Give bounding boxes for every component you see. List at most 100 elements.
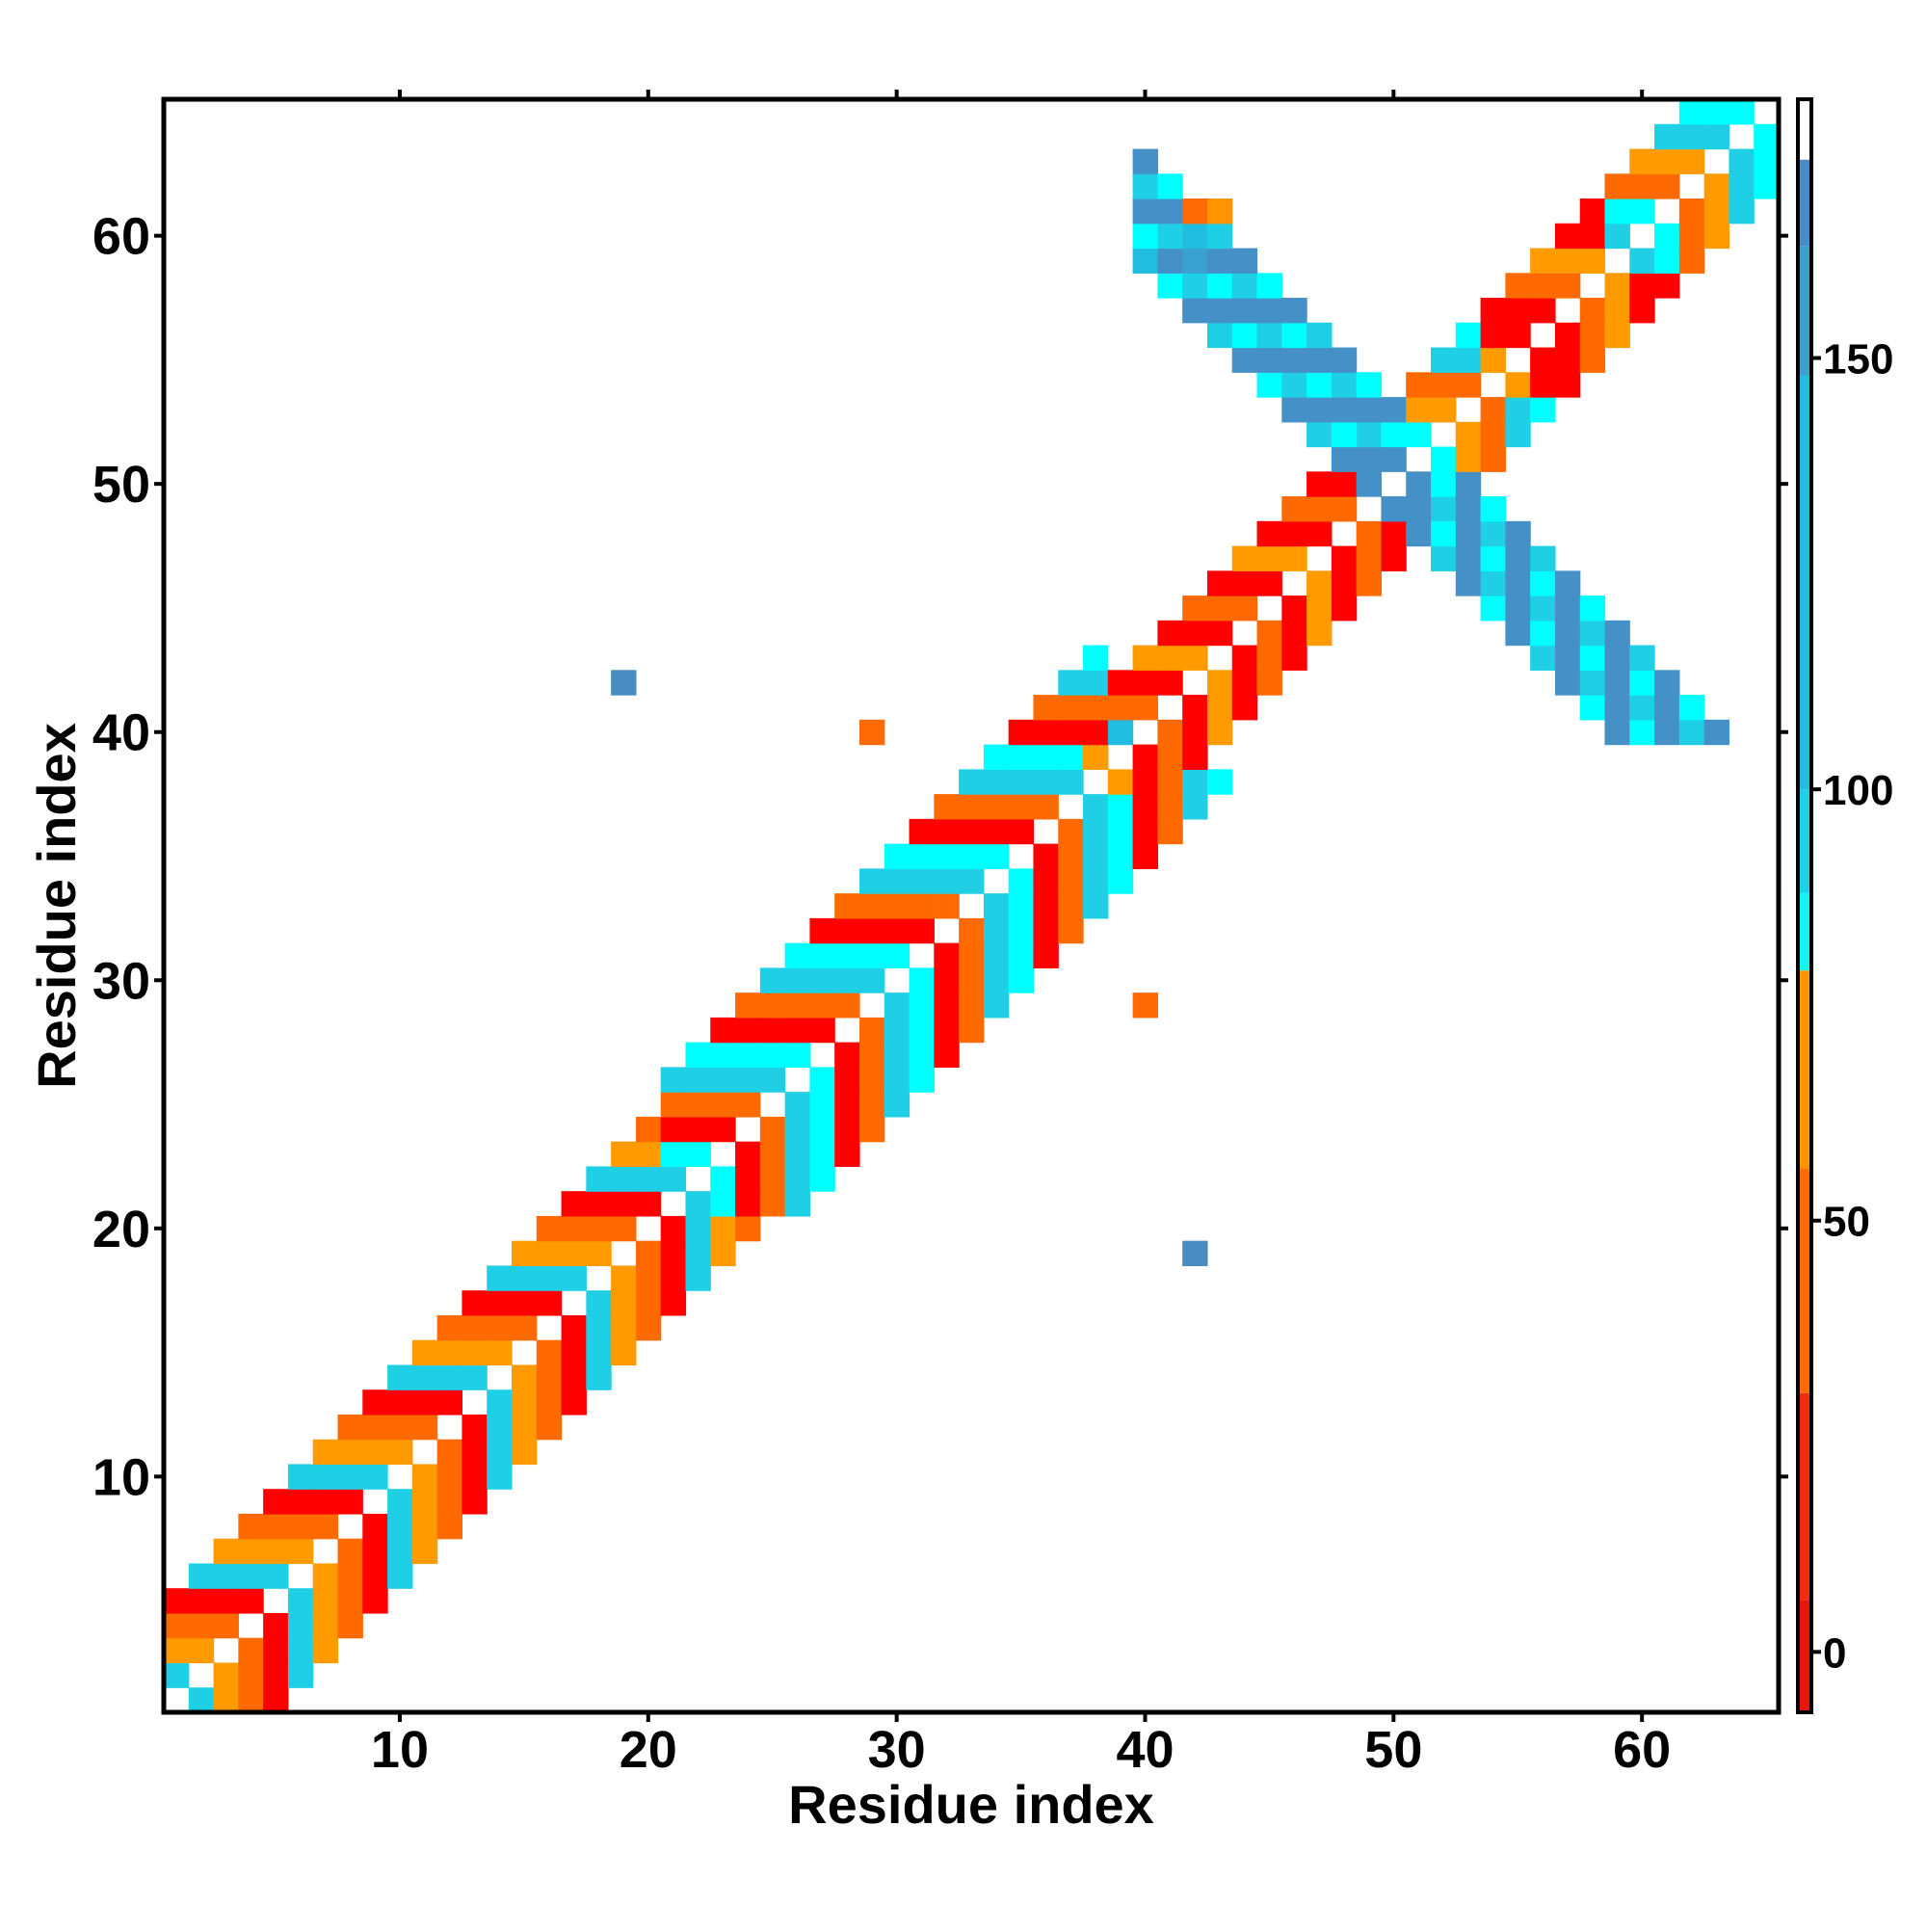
heatmap-cell	[487, 1389, 513, 1416]
heatmap-cell	[635, 1141, 662, 1168]
heatmap-cell	[983, 893, 1010, 919]
heatmap-cell	[759, 1042, 786, 1068]
heatmap-cell	[1703, 173, 1730, 199]
heatmap-cell	[1554, 273, 1581, 299]
heatmap-cell	[1157, 719, 1183, 746]
heatmap-cell	[1157, 794, 1183, 820]
heatmap-cell	[884, 868, 911, 894]
heatmap-cell	[1331, 372, 1358, 398]
heatmap-cell	[1678, 148, 1705, 174]
heatmap-cell	[1132, 794, 1158, 820]
heatmap-cell	[1182, 620, 1208, 647]
heatmap-cell	[685, 1215, 711, 1242]
heatmap-cell	[1455, 347, 1482, 373]
heatmap-cell	[586, 1314, 612, 1341]
heatmap-cell	[1356, 545, 1383, 571]
heatmap-cell	[858, 868, 885, 894]
heatmap-cell	[1678, 719, 1705, 746]
heatmap-cell	[1455, 496, 1482, 522]
heatmap-cell	[1505, 595, 1531, 622]
heatmap-cell	[238, 1662, 264, 1688]
colorbar-band	[1798, 375, 1811, 790]
heatmap-cell	[1231, 695, 1258, 721]
heatmap-cell	[710, 1092, 736, 1118]
x-tick-label: 10	[371, 1721, 429, 1779]
heatmap-cell	[1206, 298, 1233, 324]
heatmap-cell	[1431, 520, 1457, 547]
heatmap-cell	[536, 1215, 563, 1242]
heatmap-cell	[1231, 248, 1258, 274]
heatmap-cell	[462, 1439, 488, 1466]
heatmap-cell	[1281, 298, 1307, 324]
heatmap-cell	[362, 1513, 388, 1540]
heatmap-cell	[735, 1067, 761, 1093]
heatmap-cell	[1107, 818, 1134, 845]
heatmap-cell	[884, 843, 911, 869]
heatmap-cell	[1381, 545, 1407, 571]
heatmap-cell	[1678, 248, 1705, 274]
heatmap-cell	[1579, 695, 1606, 721]
heatmap-cell	[1431, 446, 1457, 472]
heatmap-cell	[1331, 446, 1358, 472]
heatmap-cell	[1182, 223, 1208, 250]
heatmap-cell	[1281, 347, 1307, 373]
heatmap-cell	[1083, 818, 1109, 845]
heatmap-cell	[312, 1588, 339, 1614]
heatmap-cell	[561, 1339, 587, 1366]
heatmap-cell	[635, 1166, 662, 1192]
heatmap-cell	[1579, 198, 1606, 225]
heatmap-cell	[858, 893, 885, 919]
heatmap-cell	[1431, 372, 1457, 398]
heatmap-cell	[934, 794, 960, 820]
heatmap-cell	[735, 1191, 761, 1217]
heatmap-cell	[759, 1067, 786, 1093]
heatmap-cell	[312, 1489, 339, 1515]
heatmap-cell	[411, 1538, 438, 1565]
heatmap-cell	[1008, 967, 1035, 993]
heatmap-cell	[536, 1265, 563, 1291]
heatmap-cell	[1033, 843, 1059, 869]
heatmap-cell	[164, 1588, 190, 1614]
heatmap-cell	[1281, 372, 1307, 398]
heatmap-cell	[685, 1265, 711, 1291]
heatmap-cell	[188, 1563, 215, 1589]
heatmap-cell	[1231, 347, 1258, 373]
heatmap-cell	[959, 917, 985, 944]
heatmap-cell	[1554, 223, 1581, 250]
heatmap-cell	[1008, 893, 1035, 919]
heatmap-cell	[287, 1637, 314, 1664]
heatmap-cell	[1406, 471, 1432, 497]
heatmap-cell	[1231, 570, 1258, 596]
heatmap-cell	[1256, 273, 1282, 299]
heatmap-cell	[362, 1414, 388, 1441]
heatmap-cell	[387, 1489, 413, 1515]
heatmap-cell	[1033, 893, 1059, 919]
heatmap-cell	[1678, 198, 1705, 225]
heatmap-cell	[1703, 719, 1730, 746]
heatmap-cell	[1729, 198, 1755, 225]
heatmap-cell	[462, 1414, 488, 1441]
colorbar-band	[1798, 789, 1811, 893]
heatmap-cell	[884, 1092, 911, 1118]
y-tick-label: 40	[92, 704, 150, 762]
heatmap-cell	[1505, 322, 1531, 349]
heatmap-cell	[909, 992, 935, 1019]
heatmap-cell	[1206, 695, 1233, 721]
heatmap-cell	[685, 1067, 711, 1093]
heatmap-cell	[213, 1563, 239, 1589]
heatmap-cell	[1331, 496, 1358, 522]
heatmap-cell	[983, 992, 1010, 1019]
heatmap-cell	[660, 1290, 687, 1316]
heatmap-cell	[362, 1389, 388, 1416]
heatmap-cell	[1579, 298, 1606, 324]
colorbar-band	[1798, 1392, 1811, 1601]
heatmap-cell	[809, 1116, 835, 1143]
heatmap-cell	[1530, 273, 1556, 299]
heatmap-cell	[1455, 570, 1482, 596]
heatmap-cell	[1455, 372, 1482, 398]
x-axis-title: Residue index	[788, 1774, 1154, 1835]
heatmap-cell	[1182, 769, 1208, 795]
heatmap-cell	[1132, 645, 1158, 671]
heatmap-cell	[1703, 123, 1730, 150]
heatmap-cell	[1157, 744, 1183, 770]
